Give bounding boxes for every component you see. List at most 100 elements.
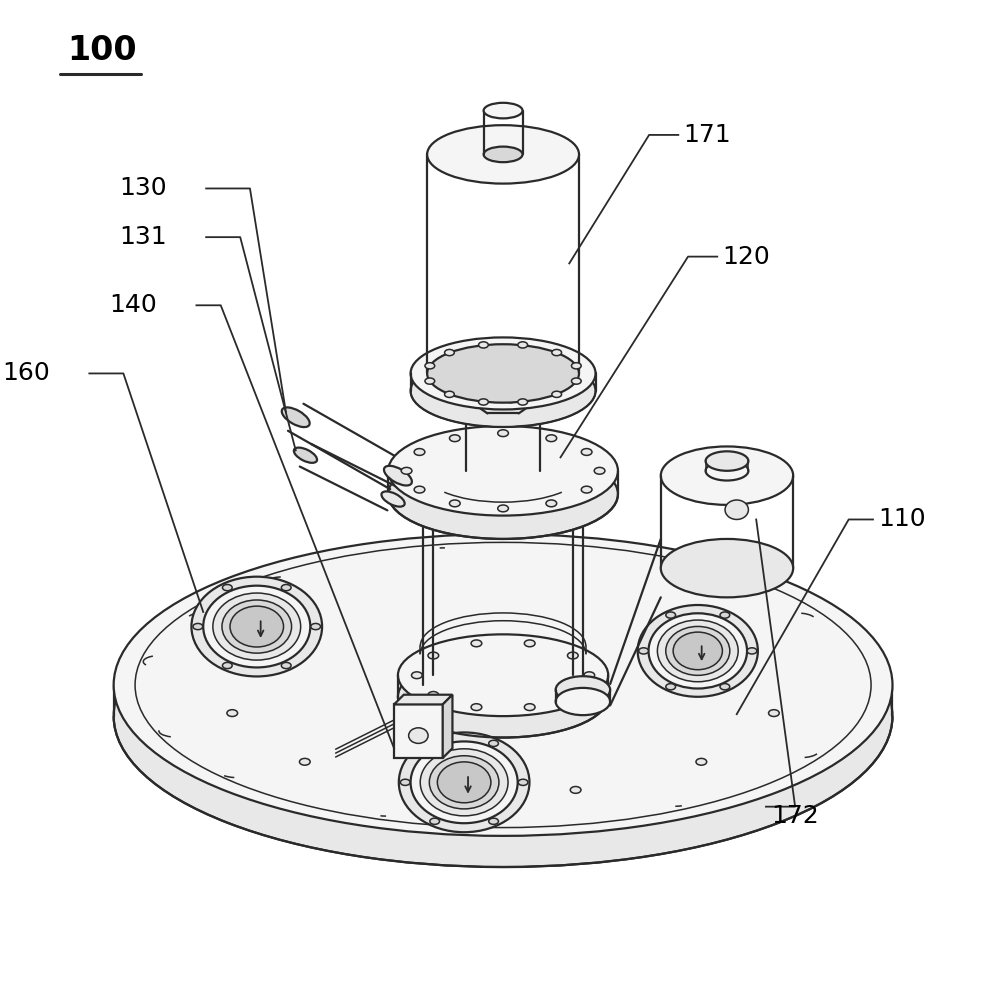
Ellipse shape [450,435,461,442]
Ellipse shape [666,612,676,618]
Ellipse shape [706,451,749,471]
Ellipse shape [571,787,581,793]
Ellipse shape [556,676,610,703]
Ellipse shape [568,652,579,659]
Polygon shape [394,704,443,758]
Ellipse shape [572,363,582,369]
Ellipse shape [414,486,425,493]
Ellipse shape [450,500,461,507]
Ellipse shape [204,586,310,667]
Ellipse shape [401,467,412,474]
Ellipse shape [423,469,583,531]
Ellipse shape [769,710,779,716]
Ellipse shape [398,656,608,738]
Ellipse shape [430,740,440,746]
Ellipse shape [425,363,435,369]
Text: 130: 130 [120,176,167,200]
Ellipse shape [384,466,412,485]
Ellipse shape [504,393,518,403]
Ellipse shape [425,787,436,793]
Ellipse shape [582,486,592,493]
Ellipse shape [437,762,491,803]
Ellipse shape [546,435,557,442]
Ellipse shape [466,359,540,388]
Text: 171: 171 [683,123,731,147]
Ellipse shape [420,749,508,816]
Text: 140: 140 [110,293,157,317]
Ellipse shape [518,342,527,348]
Text: 131: 131 [120,225,167,249]
Ellipse shape [414,449,425,455]
Ellipse shape [556,688,610,715]
Ellipse shape [114,565,892,867]
Ellipse shape [524,640,535,647]
Ellipse shape [720,612,730,618]
Ellipse shape [433,444,573,498]
Text: 100: 100 [67,34,137,67]
Ellipse shape [410,741,518,823]
Ellipse shape [546,500,557,507]
Ellipse shape [498,430,509,437]
Ellipse shape [281,584,291,591]
Ellipse shape [428,692,439,698]
Ellipse shape [445,349,455,356]
Ellipse shape [666,684,676,690]
Ellipse shape [498,505,509,512]
Ellipse shape [425,378,435,384]
Ellipse shape [311,623,321,630]
Ellipse shape [400,779,410,785]
Ellipse shape [445,391,455,397]
Ellipse shape [478,342,488,348]
Ellipse shape [584,672,594,679]
Ellipse shape [720,684,730,690]
Ellipse shape [213,593,301,660]
Ellipse shape [382,491,404,507]
Ellipse shape [552,349,562,356]
Ellipse shape [299,758,310,765]
Ellipse shape [227,710,237,716]
Polygon shape [443,695,453,758]
Text: 120: 120 [722,245,769,269]
Ellipse shape [192,577,322,676]
Ellipse shape [427,344,579,403]
Ellipse shape [489,818,499,824]
Ellipse shape [281,407,310,427]
Ellipse shape [638,605,758,697]
Polygon shape [394,695,453,704]
Ellipse shape [429,756,499,809]
Ellipse shape [478,399,488,405]
Ellipse shape [281,662,291,669]
Ellipse shape [398,634,608,716]
Ellipse shape [518,399,527,405]
Text: 160: 160 [3,361,50,385]
Ellipse shape [410,355,595,427]
Ellipse shape [657,620,738,682]
Ellipse shape [389,449,618,539]
Ellipse shape [471,704,482,711]
Ellipse shape [568,692,579,698]
Ellipse shape [696,758,707,765]
Ellipse shape [661,446,793,505]
Ellipse shape [673,632,722,670]
Text: 110: 110 [878,507,926,531]
Ellipse shape [222,600,291,653]
Ellipse shape [427,125,579,184]
Ellipse shape [193,623,203,630]
Ellipse shape [230,606,283,647]
Ellipse shape [648,613,747,689]
Ellipse shape [430,818,440,824]
Ellipse shape [666,626,730,675]
Ellipse shape [389,426,618,516]
Ellipse shape [411,672,422,679]
Ellipse shape [552,391,562,397]
Ellipse shape [483,147,523,162]
Ellipse shape [519,779,527,785]
Ellipse shape [747,648,757,654]
Ellipse shape [483,103,523,118]
Ellipse shape [471,640,482,647]
Ellipse shape [294,448,317,463]
Ellipse shape [222,662,232,669]
Ellipse shape [725,500,749,519]
Ellipse shape [114,534,892,836]
Ellipse shape [399,732,529,832]
